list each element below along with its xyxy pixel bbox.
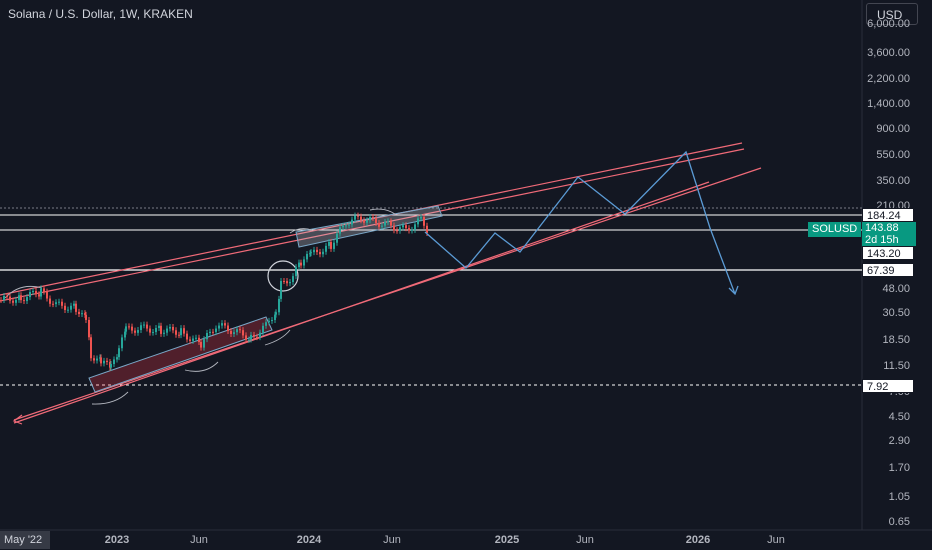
current-price-value: 143.88 [865, 222, 899, 234]
time-axis-start-label: May '22 [0, 531, 51, 549]
time-axis-label: 2025 [494, 534, 520, 546]
chart-title: Solana / U.S. Dollar, 1W, KRAKEN [8, 7, 193, 21]
time-axis-label: 2026 [685, 534, 711, 546]
breakout-circle [267, 260, 299, 292]
level-tag-7: 7.92 [862, 379, 914, 393]
arc-annotations [4, 208, 396, 405]
price-axis-label: 2.90 [888, 435, 910, 447]
current-price-tag: 143.88 2d 15h [862, 222, 916, 246]
price-axis-label: 900.00 [876, 123, 910, 135]
time-axis-label: 2024 [296, 534, 322, 546]
currency-button[interactable]: USD [866, 3, 918, 25]
candlesticks [0, 212, 428, 371]
time-axis-label: Jun [190, 534, 208, 546]
time-axis-label: Jun [767, 534, 785, 546]
price-axis-label: 6,000.00 [867, 18, 910, 30]
price-axis-label: 1.70 [888, 462, 910, 474]
price-axis-label: 48.00 [882, 283, 910, 295]
projection-path [424, 150, 736, 295]
price-axis-label: 0.65 [888, 516, 910, 528]
price-axis-label: 11.50 [883, 360, 910, 372]
candle-countdown: 2d 15h [865, 234, 899, 246]
price-axis-label: 30.50 [882, 307, 910, 319]
projection-arrowhead [728, 285, 739, 296]
level-tag-184: 184.24 [862, 208, 914, 222]
price-axis-label: 350.00 [876, 175, 910, 187]
price-axis-label: 3,600.00 [867, 47, 910, 59]
pattern-boxes [88, 205, 443, 393]
time-axis-label: Jun [576, 534, 594, 546]
time-axis-label: 2023 [104, 534, 130, 546]
time-axis-label: Jun [383, 534, 401, 546]
price-axis-label: 1.05 [888, 491, 910, 503]
level-tag-143: 143.20 [862, 246, 914, 260]
price-axis-label: 550.00 [876, 149, 910, 161]
symbol-tag: SOLUSD [808, 222, 862, 237]
price-axis-label: 4.50 [888, 411, 910, 423]
price-axis-label: 2,200.00 [867, 73, 910, 85]
level-tag-67: 67.39 [862, 263, 914, 277]
price-axis-label: 1,400.00 [867, 98, 910, 110]
price-axis-label: 18.50 [882, 334, 910, 346]
